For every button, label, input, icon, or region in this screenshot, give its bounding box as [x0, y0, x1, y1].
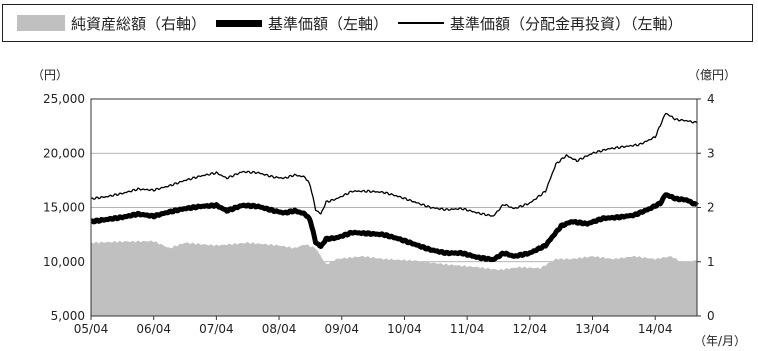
left-tick-label: 15,000 — [43, 201, 85, 215]
legend-swatch-thin-line — [398, 22, 445, 24]
left-tick-label: 20,000 — [43, 146, 85, 160]
chart-legend: 純資産総額（右軸） 基準価額（左軸） 基準価額（分配金再投資）（左軸） — [2, 4, 753, 42]
x-tick-label: 10/04 — [387, 322, 422, 336]
net-assets-area — [91, 240, 697, 316]
nav-line — [89, 192, 699, 263]
left-tick-label: 25,000 — [43, 92, 85, 106]
x-tick-label: 09/04 — [324, 322, 359, 336]
x-tick-label: 08/04 — [262, 322, 297, 336]
legend-label-net-assets: 純資産総額（右軸） — [71, 14, 207, 33]
left-tick-label: 5,000 — [51, 309, 85, 323]
x-tick-label: 13/04 — [575, 322, 610, 336]
right-tick-label: 1 — [707, 255, 715, 269]
x-tick-label: 11/04 — [450, 322, 485, 336]
nav-lines-layer — [89, 112, 699, 263]
legend-item-net-assets: 純資産総額（右軸） — [17, 13, 206, 34]
right-tick-label: 0 — [707, 309, 715, 323]
x-tick-label: 06/04 — [136, 322, 171, 336]
x-tick-label: 12/04 — [513, 322, 548, 336]
x-tick-label: 05/04 — [74, 322, 109, 336]
axis-ticks: 25,000 20,000 15,000 10,000 5,000 4 3 2 1 0 05/04 0… — [43, 92, 715, 336]
x-axis-unit: （年/月） — [694, 334, 746, 348]
left-axis-unit: （円） — [32, 68, 68, 82]
left-tick-label: 10,000 — [43, 255, 85, 269]
legend-item-nav-reinvested: 基準価額（分配金再投資）（左軸） — [398, 13, 683, 34]
right-tick-label: 4 — [707, 92, 715, 106]
right-axis-unit: （億円） — [688, 68, 736, 82]
legend-label-nav: 基準価額（左軸） — [268, 14, 389, 33]
net-assets-area-layer — [91, 240, 697, 316]
right-tick-label: 2 — [707, 201, 715, 215]
right-tick-label: 3 — [707, 146, 715, 160]
legend-swatch-thick-line — [216, 19, 263, 27]
legend-label-nav-reinvested: 基準価額（分配金再投資）（左軸） — [450, 14, 683, 33]
nav-reinvested-line — [90, 112, 698, 217]
legend-swatch-area — [17, 15, 65, 31]
legend-item-nav: 基準価額（左軸） — [216, 13, 388, 34]
x-tick-label: 07/04 — [199, 322, 234, 336]
x-tick-label: 14/04 — [638, 322, 673, 336]
